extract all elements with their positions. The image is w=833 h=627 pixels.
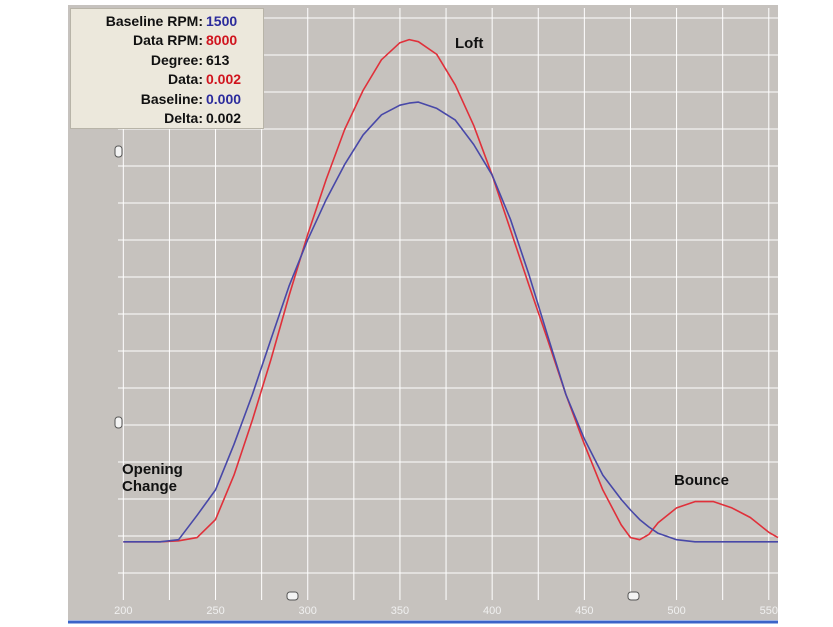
x-tick-label: 300 (299, 605, 317, 617)
series-line (123, 38, 779, 543)
marker (286, 591, 299, 601)
marker (114, 416, 123, 429)
readout-value: 8000 (206, 32, 238, 49)
readout-row: Data0.002 (75, 70, 259, 90)
x-tick-label: 200 (114, 605, 132, 617)
readout-row: Degree613 (75, 50, 259, 70)
axis-markers (114, 145, 640, 601)
series-line (123, 101, 778, 543)
readout-value: 0.002 (206, 110, 242, 127)
marker (114, 145, 123, 158)
x-tick-label: 350 (391, 605, 409, 617)
readout-value: 0.002 (206, 71, 242, 88)
readout-label: Data RPM (75, 32, 203, 48)
annotation: Loft (455, 35, 484, 52)
readout-label: Baseline (75, 91, 203, 107)
readout-label: Data (75, 71, 203, 87)
readout-value: 0.000 (206, 90, 242, 107)
x-tick-label: 250 (206, 605, 224, 617)
x-tick-label: 550 (760, 605, 778, 617)
readout-label: Delta (75, 110, 203, 126)
readout-label: Baseline RPM (75, 13, 203, 29)
marker (627, 591, 640, 601)
readout-row: Baseline RPM1500 (75, 11, 259, 31)
x-tick-label: 400 (483, 605, 501, 617)
annotation: Opening Change (122, 461, 183, 495)
readout-value: 613 (206, 51, 230, 68)
readout-row: Delta0.002 (75, 109, 259, 129)
readout-row: Data RPM8000 (75, 31, 259, 51)
x-tick-label: 450 (575, 605, 593, 617)
readout-value: 1500 (206, 12, 238, 29)
annotation: Bounce (674, 472, 730, 489)
marks (123, 38, 779, 543)
readout-row: Baseline0.000 (75, 89, 259, 109)
x-tick-label: 500 (667, 605, 685, 617)
readout-label: Degree (75, 52, 203, 68)
readout-panel: Baseline RPM1500Data RPM8000Degree613Dat… (70, 8, 264, 129)
